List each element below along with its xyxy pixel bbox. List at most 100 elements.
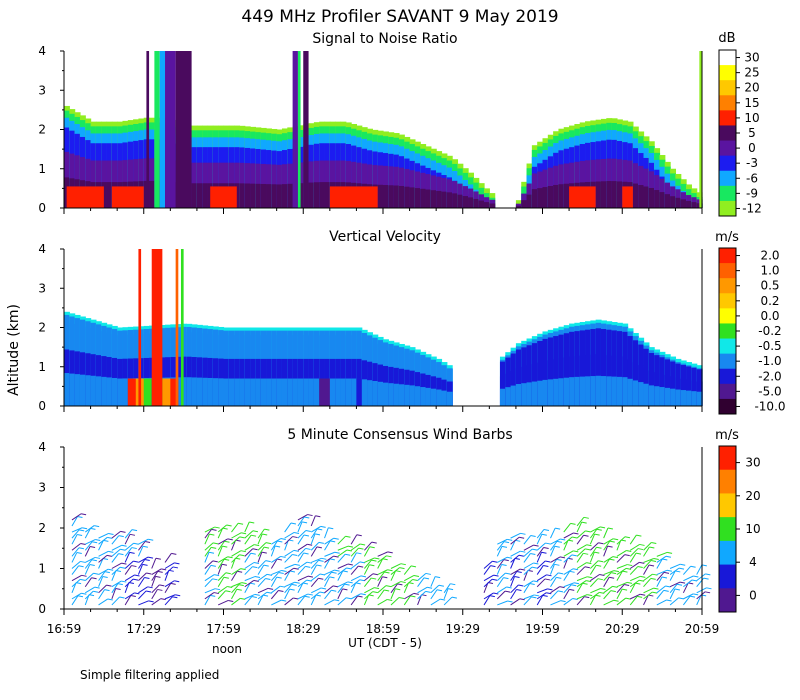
wind-barb-flag bbox=[410, 595, 416, 598]
wind-barb bbox=[537, 588, 548, 594]
wind-barb-flag bbox=[120, 548, 126, 551]
wind-barb bbox=[244, 596, 253, 606]
wind-barb-flag bbox=[290, 522, 297, 525]
wind-barb bbox=[576, 562, 587, 569]
wind-barb-flag bbox=[356, 534, 362, 537]
wind-barb-flag bbox=[357, 595, 363, 598]
wind-barb bbox=[164, 596, 173, 606]
wind-barb bbox=[244, 562, 255, 569]
wind-barb bbox=[510, 571, 518, 581]
wind-barb-flag bbox=[133, 542, 139, 545]
wind-barb bbox=[550, 559, 558, 569]
wind-barb bbox=[244, 548, 254, 557]
wind-barb bbox=[589, 533, 596, 545]
velocity-cell bbox=[340, 378, 347, 406]
velocity-cell bbox=[616, 376, 623, 406]
wind-barb-flag bbox=[507, 538, 513, 541]
wind-barb-flag bbox=[705, 573, 711, 576]
wind-barb-flag bbox=[505, 572, 511, 575]
wind-barb bbox=[350, 534, 358, 545]
wind-barb-flag bbox=[607, 545, 613, 548]
wind-barb-flag bbox=[395, 570, 401, 573]
wind-barb bbox=[324, 585, 334, 594]
x-tick-labels: 16:59 17:29 17:59 18:29 18:59 19:29 19:59 20:29… bbox=[47, 622, 720, 636]
wind-barb bbox=[71, 574, 82, 582]
wind-barb bbox=[217, 556, 228, 563]
wind-barb bbox=[417, 591, 426, 600]
snr-column bbox=[175, 51, 192, 208]
wind-barb bbox=[164, 583, 172, 594]
wind-barb-flag bbox=[599, 526, 606, 529]
wind-barb-flag bbox=[281, 599, 287, 602]
velocity-cell bbox=[202, 377, 209, 406]
wind-barb-flag bbox=[635, 582, 641, 585]
velocity-cell bbox=[600, 376, 607, 406]
velocity-cell bbox=[287, 378, 294, 406]
wind-barb bbox=[151, 568, 162, 576]
wind-barb-flag bbox=[307, 514, 313, 517]
wind-barb-flag bbox=[130, 595, 136, 598]
wind-barb bbox=[204, 560, 214, 569]
snr-cell bbox=[691, 202, 698, 208]
colorbar-label: 10 bbox=[745, 522, 760, 536]
snr-cell bbox=[664, 194, 671, 208]
wind-barb-flag bbox=[293, 549, 299, 552]
wind-barb-flag bbox=[240, 597, 246, 600]
wind-barb bbox=[310, 559, 319, 569]
colorbar-swatch bbox=[719, 170, 736, 187]
wind-barb-flag bbox=[501, 545, 508, 548]
wind-barb bbox=[71, 527, 83, 533]
wind-barb bbox=[563, 582, 575, 588]
wind-barb-flag bbox=[690, 565, 696, 568]
wind-barb bbox=[377, 576, 383, 587]
wind-barb-flag bbox=[289, 570, 296, 573]
wind-barb-flag bbox=[210, 594, 216, 597]
wind-barb-flag bbox=[157, 570, 163, 573]
velocity-cell bbox=[345, 378, 352, 406]
snr-cell bbox=[404, 186, 411, 208]
velocity-cell bbox=[505, 387, 512, 406]
wind-barb bbox=[124, 529, 133, 539]
velocity-cell bbox=[281, 378, 288, 406]
wind-barb bbox=[550, 600, 561, 606]
wind-barb-flag bbox=[621, 588, 628, 591]
wind-barb-flag bbox=[675, 570, 681, 573]
wind-barb-flag bbox=[92, 541, 98, 544]
wind-barb bbox=[257, 560, 267, 569]
wind-barb-flag bbox=[600, 588, 606, 590]
colorbar-label: 20 bbox=[744, 81, 759, 95]
wind-barb bbox=[71, 529, 80, 539]
wind-barb bbox=[656, 572, 665, 581]
snr-cell bbox=[457, 194, 464, 208]
wind-barb-flag bbox=[108, 568, 114, 571]
wind-barb-flag bbox=[142, 545, 149, 548]
wind-barb bbox=[324, 569, 335, 576]
wind-barb-flag bbox=[586, 562, 592, 565]
wind-barb bbox=[616, 568, 627, 575]
snr-column bbox=[297, 51, 301, 208]
wind-barb bbox=[85, 539, 96, 545]
wind-barb bbox=[244, 580, 255, 588]
wind-barb-flag bbox=[360, 543, 366, 546]
wind-barb-flag bbox=[328, 527, 334, 530]
wind-barb bbox=[523, 562, 534, 569]
wind-barb bbox=[138, 586, 148, 594]
snr-cell bbox=[468, 197, 474, 208]
snr-cell bbox=[260, 183, 267, 208]
wind-barb-flag bbox=[609, 558, 615, 561]
wind-barb bbox=[98, 584, 107, 594]
wind-barb bbox=[310, 577, 319, 588]
wind-barb bbox=[310, 525, 321, 533]
wind-barb bbox=[550, 546, 556, 557]
wind-barb-flag bbox=[624, 554, 630, 557]
wind-barb bbox=[350, 593, 362, 600]
wind-barb bbox=[616, 564, 628, 569]
wind-barb-flag bbox=[425, 572, 431, 575]
y-tick-label: 0 bbox=[38, 201, 46, 215]
wind-barb-flag bbox=[666, 599, 672, 602]
velocity-cell bbox=[260, 378, 267, 406]
wind-barb bbox=[430, 584, 440, 594]
wind-barb-flag bbox=[586, 580, 592, 583]
wind-barb bbox=[217, 586, 228, 594]
wind-barb-flag bbox=[609, 540, 615, 543]
